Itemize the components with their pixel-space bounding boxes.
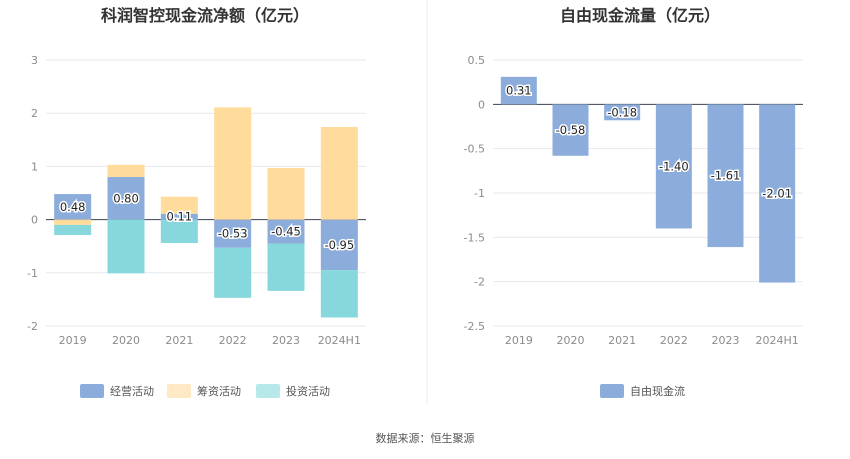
data-label: 0.80	[113, 191, 139, 205]
bar-2-2021	[160, 196, 198, 214]
bar-1-2019	[500, 76, 537, 105]
bar-1-2024H1	[759, 104, 796, 283]
bar-1-2021	[160, 213, 198, 220]
x-tick-label: 2024H1	[756, 334, 799, 347]
data-label: -1.40	[659, 159, 689, 173]
y-tick-label: -1	[27, 267, 38, 280]
bar-1-2021	[604, 104, 641, 121]
bar-1-2020	[552, 104, 589, 156]
bar-2-2024H1	[320, 127, 358, 220]
data-label: -0.58	[556, 123, 586, 137]
y-grid	[46, 59, 366, 327]
x-tick-label: 2022	[219, 334, 247, 347]
bar-1-2022	[214, 219, 252, 248]
bar-3-2022	[214, 247, 252, 298]
data-labels: 0.48 0.80 0.11 -0.53 -0.45 -0.95	[58, 190, 355, 254]
y-tick-label: -1	[474, 187, 485, 200]
legend: 经营活动 筹资活动 投资活动	[80, 384, 330, 398]
y-tick-label: 0.5	[468, 54, 486, 67]
bar-1-2019	[54, 194, 92, 220]
bar-2-2022	[214, 107, 252, 220]
x-tick-label: 2019	[505, 334, 533, 347]
legend-label: 自由现金流	[630, 384, 685, 398]
legend-swatch	[167, 384, 191, 398]
y-grid	[493, 59, 803, 327]
bar-2-2019	[54, 219, 92, 225]
bar-3-2021	[160, 219, 198, 244]
legend-swatch	[600, 384, 624, 398]
legend-swatch	[256, 384, 280, 398]
y-tick-label: -1.5	[464, 231, 485, 244]
bar-2-2023	[267, 167, 305, 220]
x-tick-label: 2020	[112, 334, 140, 347]
x-axis-labels: 2019 2020 2021 2022 2023 2024H1	[505, 334, 799, 347]
legend-label: 经营活动	[110, 384, 154, 398]
bar-1-2023	[267, 219, 305, 244]
y-tick-label: 3	[31, 54, 38, 67]
chart-title: 自由现金流量（亿元）	[560, 6, 720, 25]
y-tick-label: -0.5	[464, 143, 485, 156]
data-labels: 0.31 -0.58 -0.18 -1.40 -1.61 -2.01	[505, 82, 794, 202]
data-label: -0.53	[218, 227, 248, 241]
bar-1-2022	[655, 104, 692, 229]
x-tick-label: 2023	[712, 334, 740, 347]
y-tick-label: -2	[27, 320, 38, 333]
bars	[54, 107, 358, 318]
y-tick-label: 0	[478, 98, 485, 111]
x-tick-label: 2023	[272, 334, 300, 347]
x-tick-label: 2024H1	[318, 334, 361, 347]
data-label: -0.45	[271, 225, 301, 239]
bar-1-2020	[107, 177, 145, 220]
bars	[500, 76, 796, 283]
bar-1-2023	[707, 104, 744, 248]
data-label: -0.95	[324, 238, 354, 252]
data-label: 0.31	[506, 84, 532, 98]
x-axis-labels: 2019 2020 2021 2022 2023 2024H1	[59, 334, 361, 347]
bar-3-2024H1	[320, 270, 358, 318]
bar-3-2020	[107, 219, 145, 274]
bar-1-2024H1	[320, 219, 358, 271]
legend-label: 投资活动	[286, 384, 330, 398]
bar-3-2019	[54, 224, 92, 236]
y-tick-label: 2	[31, 107, 38, 120]
chart-free-cash-flow: 自由现金流量（亿元） 0.5 0 -0.5 -1 -1.5 -2 -2.5 0.31 -0.5…	[464, 6, 803, 398]
x-tick-label: 2021	[165, 334, 193, 347]
x-tick-label: 2019	[59, 334, 87, 347]
bar-2-2020	[107, 164, 145, 178]
y-axis-labels: 3 2 1 0 -1 -2	[27, 54, 38, 333]
x-tick-label: 2020	[557, 334, 585, 347]
data-label: -0.18	[607, 105, 637, 119]
legend-label: 筹资活动	[197, 384, 241, 398]
data-label: 0.11	[167, 210, 193, 224]
y-tick-label: -2.5	[464, 320, 485, 333]
legend-swatch	[80, 384, 104, 398]
y-axis-labels: 0.5 0 -0.5 -1 -1.5 -2 -2.5	[464, 54, 485, 333]
data-label: -2.01	[762, 186, 792, 200]
bar-3-2023	[267, 243, 305, 291]
y-tick-label: 1	[31, 160, 38, 173]
x-tick-label: 2021	[608, 334, 636, 347]
x-tick-label: 2022	[660, 334, 688, 347]
legend: 自由现金流	[600, 384, 685, 398]
y-tick-label: 0	[31, 214, 38, 227]
chart-title: 科润智控现金流净额（亿元）	[101, 6, 309, 25]
data-source-note: 数据来源：恒生聚源	[375, 432, 475, 445]
data-label: -1.61	[711, 169, 741, 183]
data-label: 0.48	[60, 200, 86, 214]
y-tick-label: -2	[474, 276, 485, 289]
chart-cash-flow-net: 科润智控现金流净额（亿元） 3 2 1 0 -1 -2 0.48 0.80 0.11 -0.53…	[27, 6, 366, 398]
